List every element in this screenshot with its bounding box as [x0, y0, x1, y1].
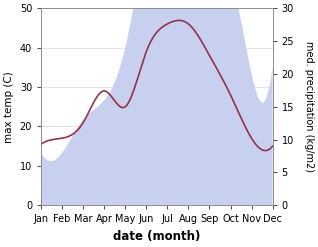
Y-axis label: med. precipitation (kg/m2): med. precipitation (kg/m2): [304, 41, 314, 172]
X-axis label: date (month): date (month): [113, 230, 201, 243]
Y-axis label: max temp (C): max temp (C): [4, 71, 14, 143]
